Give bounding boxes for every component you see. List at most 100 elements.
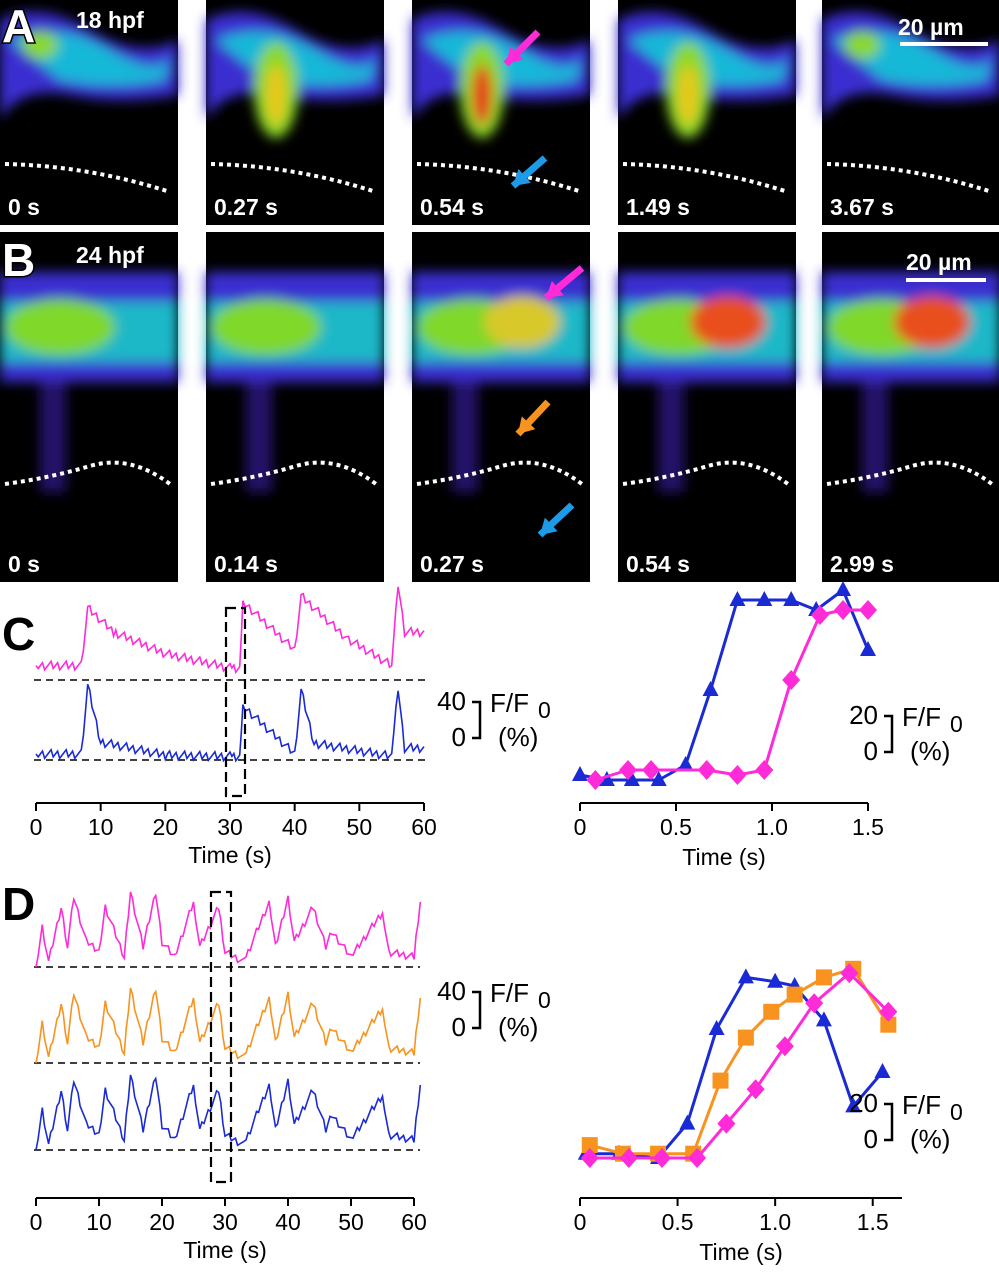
scale-bar-bottom-label: 0	[452, 722, 466, 752]
data-point-triangle	[572, 766, 588, 781]
data-point-triangle	[860, 641, 876, 656]
data-point-diamond	[775, 1036, 794, 1057]
x-tick-label: 40	[275, 1209, 301, 1235]
calcium-signal	[822, 12, 999, 120]
boundary-dotted-line	[4, 162, 171, 194]
scale-bar-unit-subscript: 0	[950, 1099, 963, 1125]
x-tick-label: 0	[30, 1209, 43, 1235]
data-point-diamond	[879, 1001, 898, 1022]
time-label: 0 s	[8, 551, 40, 577]
x-axis-label: Time (s)	[188, 842, 271, 868]
trace-series-1	[35, 987, 422, 1064]
arrow-head	[518, 416, 536, 434]
panel-label-d: D	[2, 878, 35, 930]
scale-bar-label-b: 20 µm	[906, 249, 972, 275]
scale-bar-unit: F/F	[902, 702, 941, 732]
scale-bar-unit: F/F	[490, 978, 529, 1008]
series-line-1	[594, 608, 868, 782]
data-point-triangle	[650, 771, 667, 786]
data-point-triangle	[598, 771, 615, 786]
stage-label-a: 18 hpf	[76, 7, 144, 33]
x-tick-label: 0	[574, 1209, 587, 1235]
data-point-diamond	[580, 1148, 599, 1168]
signal-green	[22, 31, 58, 59]
scale-bar-unit: F/F	[902, 1090, 941, 1120]
arrow-head	[513, 168, 531, 186]
data-point-diamond	[652, 1148, 671, 1168]
scale-bar-bracket	[884, 1102, 894, 1142]
calcium-signal	[618, 272, 796, 492]
data-point-diamond	[688, 1148, 707, 1168]
scale-bar-unit-percent: (%)	[910, 736, 950, 766]
calcium-signal	[412, 12, 590, 138]
data-point-diamond	[746, 1079, 765, 1100]
x-tick-label: 50	[338, 1209, 364, 1235]
boundary-dotted-line	[416, 460, 584, 486]
data-point-triangle	[702, 681, 719, 696]
data-point-square	[815, 969, 832, 986]
time-label: 2.99 s	[830, 551, 894, 577]
calcium-signal	[206, 272, 384, 492]
scale-bar-unit-subscript: 0	[538, 697, 551, 723]
calcium-signal	[0, 272, 178, 492]
scale-bar-bottom-label: 0	[452, 1012, 466, 1042]
scale-bar-bracket	[472, 700, 482, 740]
time-label: 0.14 s	[214, 551, 278, 577]
series-line-1	[589, 967, 890, 1156]
boundary-dotted-line	[4, 460, 172, 486]
data-point-square	[786, 986, 803, 1003]
x-tick-label: 60	[401, 1209, 427, 1235]
highlight-window-box	[209, 890, 233, 1184]
arrow-head	[546, 280, 564, 298]
data-point-diamond	[642, 760, 661, 780]
data-point-triangle	[708, 1020, 725, 1035]
data-point-diamond	[782, 670, 801, 690]
signal-green	[211, 299, 321, 355]
signal-green	[5, 299, 115, 355]
panel-a-micrographs: 0 s 0.27 s 0.54 s 1.49 s 3.67 s	[0, 0, 999, 225]
x-axis-label: Time (s)	[699, 1239, 782, 1265]
data-point-triangle	[815, 1011, 832, 1027]
scale-bar-bracket	[472, 990, 482, 1030]
data-point-triangle	[767, 972, 784, 988]
data-point-square	[737, 1029, 754, 1046]
scale-bar-label-a: 20 µm	[898, 14, 964, 40]
scale-bar-unit-percent: (%)	[498, 722, 538, 752]
panel-label-b: B	[2, 234, 35, 286]
time-label: 0.27 s	[214, 194, 278, 220]
x-tick-label: 30	[212, 1209, 238, 1235]
data-point-diamond	[805, 993, 824, 1014]
panel-label-a: A	[2, 0, 35, 52]
signal-hot	[894, 296, 970, 348]
data-point-triangle	[845, 1097, 862, 1113]
time-label: 3.67 s	[830, 194, 894, 220]
scale-bar-bottom-label: 0	[864, 1124, 878, 1154]
B-frame-3: 0.54 s	[618, 232, 796, 582]
data-point-square	[880, 1016, 897, 1033]
x-tick-label: 60	[411, 814, 437, 840]
signal-hot	[266, 65, 286, 125]
calcium-signal	[822, 272, 999, 492]
data-point-triangle	[729, 591, 746, 606]
time-label: 0.54 s	[626, 551, 690, 577]
scale-bar-unit-percent: (%)	[910, 1124, 950, 1154]
scale-bar-unit-percent: (%)	[498, 1012, 538, 1042]
x-tick-label: 50	[347, 814, 373, 840]
data-point-square	[763, 1003, 780, 1020]
data-point-diamond	[717, 1113, 736, 1134]
data-point-diamond	[811, 605, 829, 625]
data-point-triangle	[756, 591, 773, 606]
blue-arrow-icon	[537, 502, 575, 538]
data-point-triangle	[737, 968, 754, 984]
x-tick-label: 0.5	[660, 814, 692, 840]
panel-b-micrographs: 0 s 0.14 s 0.27 s 0.54 s 2.99 s	[0, 232, 999, 582]
x-tick-label: 1.5	[852, 814, 884, 840]
signal-hot	[472, 65, 492, 125]
data-point-triangle	[677, 756, 694, 771]
data-point-triangle	[874, 1063, 891, 1078]
x-tick-label: 10	[86, 1209, 112, 1235]
